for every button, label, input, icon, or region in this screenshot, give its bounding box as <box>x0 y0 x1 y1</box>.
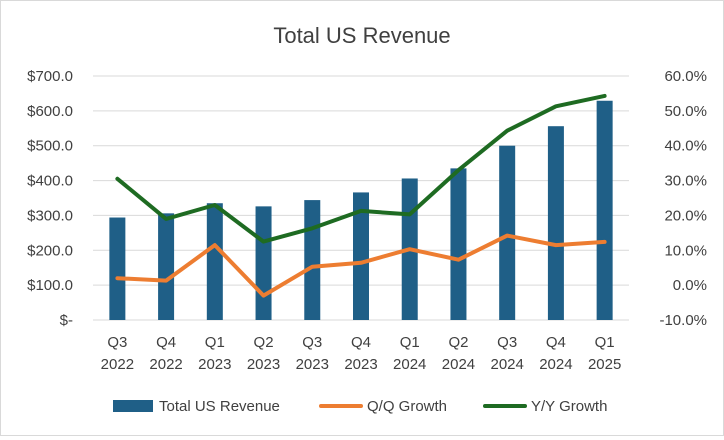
bar-series <box>109 100 613 321</box>
x-tick-year: 2022 <box>149 356 182 373</box>
x-tick-quarter: Q1 <box>205 334 225 351</box>
bar-total-us-revenue <box>158 213 175 320</box>
x-tick-quarter: Q4 <box>351 334 371 351</box>
bar-total-us-revenue <box>547 126 564 321</box>
left-tick-label: $700.0 <box>27 68 73 85</box>
legend-swatch-total-us-revenue <box>113 400 153 412</box>
right-tick-label: 20.0% <box>664 207 707 224</box>
bar-total-us-revenue <box>255 206 272 320</box>
legend-label-q-q-growth: Q/Q Growth <box>367 398 447 415</box>
bar-total-us-revenue <box>353 192 369 320</box>
x-tick-year: 2024 <box>393 356 426 373</box>
bar-total-us-revenue <box>596 100 613 321</box>
x-tick-year: 2025 <box>588 356 621 373</box>
x-tick-year: 2023 <box>198 356 231 373</box>
bar-total-us-revenue <box>499 145 516 320</box>
x-tick-quarter: Q1 <box>595 334 615 351</box>
x-tick-quarter: Q4 <box>156 334 176 351</box>
x-tick-quarter: Q2 <box>254 334 274 351</box>
x-tick-quarter: Q2 <box>448 334 468 351</box>
right-tick-label: 30.0% <box>664 173 707 190</box>
right-tick-label: 50.0% <box>664 103 707 120</box>
right-tick-label: 40.0% <box>664 138 707 155</box>
bar-total-us-revenue <box>109 217 126 320</box>
legend-label-total-us-revenue: Total US Revenue <box>159 398 280 415</box>
right-tick-label: 0.0% <box>673 277 707 294</box>
right-axis-labels: -10.0% 0.0% 10.0% 20.0% 30.0% 40.0% 50.0% 60.0% <box>659 68 707 329</box>
bar-total-us-revenue <box>206 203 223 320</box>
left-tick-label: $300.0 <box>27 207 73 224</box>
x-axis-labels: Q3 2022 Q4 2022 Q1 2023 Q2 2023 Q3 2023 Q4 2023 Q1 20… <box>101 334 622 373</box>
x-tick-quarter: Q3 <box>302 334 322 351</box>
x-tick-year: 2023 <box>247 356 280 373</box>
x-tick-quarter: Q1 <box>400 334 420 351</box>
x-tick-year: 2022 <box>101 356 134 373</box>
chart-title: Total US Revenue <box>273 23 450 48</box>
left-tick-label: $- <box>60 312 73 329</box>
bar-total-us-revenue <box>450 168 467 320</box>
line-q-q-growth <box>115 233 607 298</box>
left-axis-labels: $- $100.0 $200.0 $300.0 $400.0 $500.0 $600.0 $7… <box>27 68 73 329</box>
left-tick-label: $100.0 <box>27 277 73 294</box>
bar-total-us-revenue <box>304 200 321 320</box>
right-tick-label: 10.0% <box>664 242 707 259</box>
left-tick-label: $600.0 <box>27 103 73 120</box>
left-tick-label: $200.0 <box>27 242 73 259</box>
x-tick-year: 2023 <box>296 356 329 373</box>
x-tick-year: 2024 <box>490 356 523 373</box>
x-tick-quarter: Q4 <box>546 334 566 351</box>
x-tick-year: 2023 <box>344 356 377 373</box>
left-tick-label: $500.0 <box>27 138 73 155</box>
legend-label-y-y-growth: Y/Y Growth <box>531 398 607 415</box>
line-series <box>115 93 607 298</box>
x-tick-year: 2024 <box>539 356 572 373</box>
legend: Total US Revenue Q/Q Growth Y/Y Growth <box>113 398 607 415</box>
right-tick-label: -10.0% <box>659 312 707 329</box>
line-y-y-growth <box>115 93 607 244</box>
right-tick-label: 60.0% <box>664 68 707 85</box>
x-tick-year: 2024 <box>442 356 475 373</box>
x-tick-quarter: Q3 <box>107 334 127 351</box>
left-tick-label: $400.0 <box>27 173 73 190</box>
x-tick-quarter: Q3 <box>497 334 517 351</box>
